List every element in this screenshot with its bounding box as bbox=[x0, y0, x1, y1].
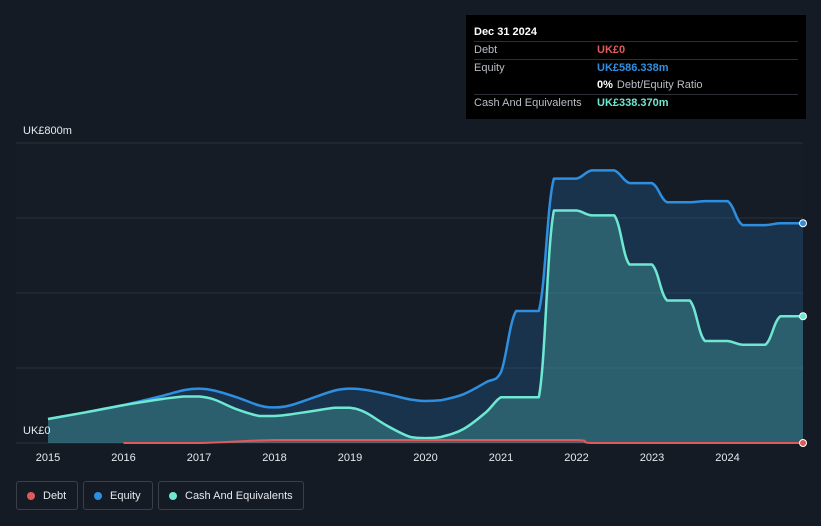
data-tooltip: Dec 31 2024 Debt UK£0 Equity UK£586.338m… bbox=[466, 15, 806, 119]
y-axis-top-label: UK£800m bbox=[23, 125, 72, 137]
x-tick-label: 2017 bbox=[187, 452, 211, 464]
grid-lines bbox=[16, 142, 803, 444]
legend-equity-label: Equity bbox=[110, 489, 141, 502]
y-axis-bottom-label: UK£0 bbox=[23, 425, 51, 437]
tooltip-debt-value: UK£0 bbox=[597, 44, 626, 56]
tooltip-ratio-label: Debt/Equity Ratio bbox=[616, 79, 703, 91]
x-tick-label: 2016 bbox=[111, 452, 135, 464]
tooltip-row-cash: Cash And Equivalents UK£338.370m bbox=[474, 94, 798, 112]
end-markers bbox=[799, 219, 807, 447]
cash-area bbox=[48, 210, 803, 443]
x-tick-label: 2022 bbox=[564, 452, 588, 464]
legend-cash-label: Cash And Equivalents bbox=[185, 489, 293, 502]
x-tick-label: 2019 bbox=[338, 452, 362, 464]
tooltip-equity-value: UK£586.338m bbox=[597, 62, 669, 74]
x-tick-label: 2020 bbox=[413, 452, 437, 464]
tooltip-ratio-value: 0% bbox=[597, 79, 613, 91]
cash-line bbox=[47, 209, 803, 440]
tooltip-cash-value: UK£338.370m bbox=[597, 97, 669, 109]
legend-debt-label: Debt bbox=[43, 489, 67, 502]
cash-end-point bbox=[799, 312, 807, 321]
series-lines bbox=[47, 169, 803, 445]
equity-area bbox=[48, 170, 803, 443]
legend-item-debt[interactable]: Debt bbox=[16, 481, 78, 510]
tooltip-ratio-spacer bbox=[474, 77, 597, 94]
x-tick-label: 2024 bbox=[715, 452, 739, 464]
cash-legend-dot-icon bbox=[169, 491, 177, 500]
debt-legend-dot-icon bbox=[27, 491, 35, 500]
legend-item-cash[interactable]: Cash And Equivalents bbox=[158, 481, 304, 510]
equity-end-point bbox=[799, 219, 807, 228]
equity-line bbox=[47, 169, 803, 421]
x-tick-label: 2015 bbox=[36, 452, 60, 464]
x-axis-ticks: 2015 2016 2017 2018 2019 2020 2021 2022 2023 2024 bbox=[36, 452, 740, 464]
debt-line bbox=[123, 439, 803, 445]
x-tick-label: 2021 bbox=[489, 452, 513, 464]
x-tick-label: 2023 bbox=[640, 452, 664, 464]
x-tick-label: 2018 bbox=[262, 452, 286, 464]
equity-legend-dot-icon bbox=[94, 491, 102, 500]
legend-item-equity[interactable]: Equity bbox=[83, 481, 153, 510]
tooltip-equity-label: Equity bbox=[474, 62, 505, 74]
debt-end-point bbox=[799, 439, 807, 447]
tooltip-date: Dec 31 2024 bbox=[474, 26, 537, 38]
tooltip-debt-label: Debt bbox=[474, 44, 498, 56]
tooltip-row-ratio: 0% Debt/Equity Ratio bbox=[474, 77, 798, 94]
tooltip-cash-label: Cash And Equivalents bbox=[474, 97, 582, 109]
tooltip-row-equity: Equity UK£586.338m bbox=[474, 59, 798, 77]
tooltip-row-debt: Debt UK£0 bbox=[474, 41, 798, 59]
